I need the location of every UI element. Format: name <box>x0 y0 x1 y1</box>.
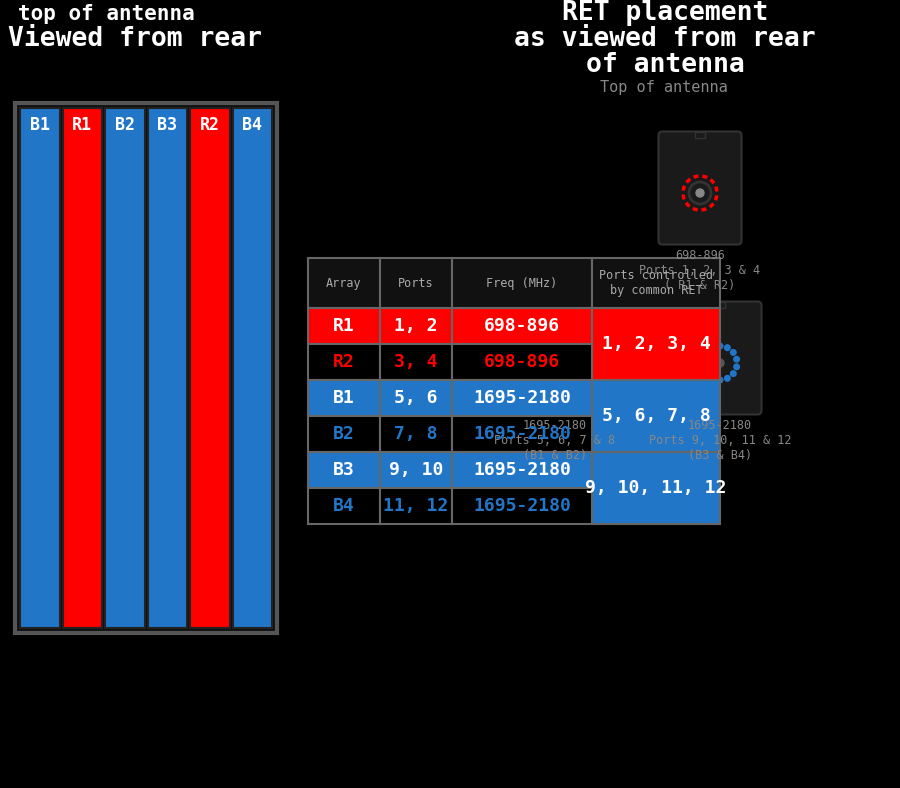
Circle shape <box>724 345 730 351</box>
FancyBboxPatch shape <box>514 302 597 414</box>
Text: 1695-2180
Ports 9, 10, 11 & 12
(B3 & B4): 1695-2180 Ports 9, 10, 11 & 12 (B3 & B4) <box>649 418 791 462</box>
Text: B2: B2 <box>115 116 135 134</box>
FancyBboxPatch shape <box>308 380 380 416</box>
FancyBboxPatch shape <box>380 416 452 452</box>
Text: 1695-2180: 1695-2180 <box>473 497 571 515</box>
FancyBboxPatch shape <box>592 308 720 380</box>
Text: 9, 10, 11, 12: 9, 10, 11, 12 <box>585 479 726 497</box>
Circle shape <box>734 364 740 370</box>
Circle shape <box>710 376 716 381</box>
Text: 1, 2, 3, 4: 1, 2, 3, 4 <box>601 335 710 353</box>
Circle shape <box>724 376 730 381</box>
FancyBboxPatch shape <box>452 488 592 524</box>
Circle shape <box>731 371 736 377</box>
Text: 698-896: 698-896 <box>484 317 560 335</box>
Text: B1: B1 <box>30 116 50 134</box>
Text: 1695-2180: 1695-2180 <box>473 389 571 407</box>
FancyBboxPatch shape <box>308 488 380 524</box>
FancyBboxPatch shape <box>592 380 720 452</box>
FancyBboxPatch shape <box>452 258 592 308</box>
FancyBboxPatch shape <box>592 258 720 308</box>
FancyBboxPatch shape <box>715 302 725 307</box>
Text: Ports: Ports <box>398 277 434 289</box>
Text: Array: Array <box>326 277 362 289</box>
Text: as viewed from rear: as viewed from rear <box>514 26 815 52</box>
FancyBboxPatch shape <box>308 344 380 380</box>
FancyBboxPatch shape <box>695 132 705 137</box>
Text: 1695-2180: 1695-2180 <box>473 461 571 479</box>
Text: 5, 6: 5, 6 <box>394 389 437 407</box>
Circle shape <box>551 359 559 367</box>
Circle shape <box>696 189 704 197</box>
Text: R1: R1 <box>333 317 355 335</box>
Circle shape <box>710 345 716 351</box>
FancyBboxPatch shape <box>452 344 592 380</box>
Text: B4: B4 <box>242 116 262 134</box>
Text: of antenna: of antenna <box>586 52 744 78</box>
FancyBboxPatch shape <box>190 108 230 628</box>
FancyBboxPatch shape <box>452 308 592 344</box>
FancyBboxPatch shape <box>380 258 452 308</box>
FancyBboxPatch shape <box>679 302 761 414</box>
Text: Freq (MHz): Freq (MHz) <box>486 277 558 289</box>
FancyBboxPatch shape <box>452 416 592 452</box>
FancyBboxPatch shape <box>380 344 452 380</box>
FancyBboxPatch shape <box>659 132 742 244</box>
Circle shape <box>700 356 706 362</box>
FancyBboxPatch shape <box>380 380 452 416</box>
FancyBboxPatch shape <box>20 108 59 628</box>
Text: Top of antenna: Top of antenna <box>600 80 728 95</box>
FancyBboxPatch shape <box>380 308 452 344</box>
Text: R1: R1 <box>72 116 92 134</box>
Text: RET placement: RET placement <box>562 0 769 26</box>
Text: B3: B3 <box>333 461 355 479</box>
FancyBboxPatch shape <box>550 302 560 307</box>
Text: 1695-2180
Ports 5, 6, 7 & 8
(B1 & B2): 1695-2180 Ports 5, 6, 7 & 8 (B1 & B2) <box>494 418 616 462</box>
Text: Ports controlled
by common RET: Ports controlled by common RET <box>599 269 713 297</box>
Circle shape <box>731 350 736 355</box>
FancyBboxPatch shape <box>592 452 720 524</box>
FancyBboxPatch shape <box>452 380 592 416</box>
Circle shape <box>734 356 740 362</box>
Text: 7, 8: 7, 8 <box>394 425 437 443</box>
Text: B1: B1 <box>333 389 355 407</box>
FancyBboxPatch shape <box>380 488 452 524</box>
FancyBboxPatch shape <box>380 452 452 488</box>
Text: top of antenna: top of antenna <box>18 4 194 24</box>
FancyBboxPatch shape <box>148 108 187 628</box>
Text: 1695-2180: 1695-2180 <box>473 425 571 443</box>
Circle shape <box>717 344 723 349</box>
Text: 9, 10: 9, 10 <box>389 461 443 479</box>
Circle shape <box>700 364 706 370</box>
Circle shape <box>704 371 709 377</box>
Circle shape <box>717 377 723 383</box>
Text: 1, 2: 1, 2 <box>394 317 437 335</box>
Text: Viewed from rear: Viewed from rear <box>8 26 262 52</box>
Text: B4: B4 <box>333 497 355 515</box>
Text: B3: B3 <box>158 116 177 134</box>
FancyBboxPatch shape <box>308 308 380 344</box>
FancyBboxPatch shape <box>15 103 277 633</box>
FancyBboxPatch shape <box>308 258 380 308</box>
FancyBboxPatch shape <box>452 452 592 488</box>
FancyBboxPatch shape <box>308 452 380 488</box>
FancyBboxPatch shape <box>232 108 272 628</box>
Text: 5, 6, 7, 8: 5, 6, 7, 8 <box>601 407 710 425</box>
Text: B2: B2 <box>333 425 355 443</box>
FancyBboxPatch shape <box>308 416 380 452</box>
Text: 11, 12: 11, 12 <box>383 497 448 515</box>
Text: 3, 4: 3, 4 <box>394 353 437 371</box>
FancyBboxPatch shape <box>62 108 102 628</box>
Circle shape <box>716 359 724 367</box>
Text: R2: R2 <box>200 116 220 134</box>
Text: 698-896
Ports 1, 2, 3 & 4
( R1 & R2): 698-896 Ports 1, 2, 3 & 4 ( R1 & R2) <box>639 248 760 292</box>
Circle shape <box>704 350 709 355</box>
FancyBboxPatch shape <box>105 108 145 628</box>
Text: 698-896: 698-896 <box>484 353 560 371</box>
Text: R2: R2 <box>333 353 355 371</box>
